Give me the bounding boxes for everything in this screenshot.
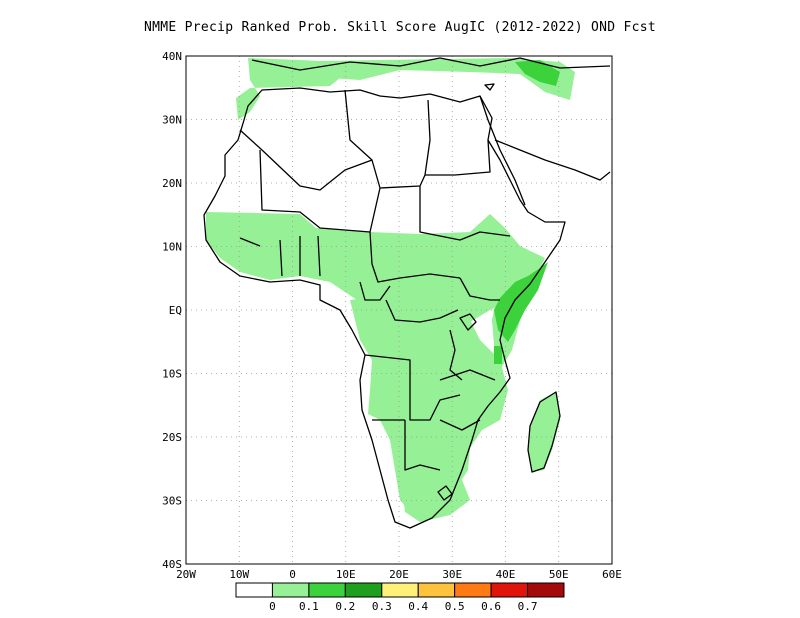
colorbar-swatch bbox=[308, 582, 346, 598]
lon-tick-label: 60E bbox=[602, 568, 622, 581]
border-11 bbox=[364, 354, 461, 421]
colorbar-swatch bbox=[490, 582, 529, 598]
lon-tick-label: 10E bbox=[336, 568, 356, 581]
border-9 bbox=[359, 281, 459, 323]
arabia-coast bbox=[494, 139, 611, 181]
border-10 bbox=[459, 277, 500, 301]
colorbar-label: 0.1 bbox=[299, 600, 319, 613]
border-4 bbox=[369, 187, 381, 233]
lon-tick-label: 20E bbox=[389, 568, 409, 581]
border-13 bbox=[404, 420, 441, 471]
lon-tick-label: 40E bbox=[496, 568, 516, 581]
border-16 bbox=[449, 329, 463, 381]
border-1 bbox=[344, 89, 431, 189]
shade-south bbox=[400, 465, 470, 522]
colorbar-swatch bbox=[271, 582, 310, 598]
colorbar: 0 0.1 0.2 0.3 0.4 0.5 0.6 0.7 bbox=[235, 582, 565, 613]
border-5 bbox=[425, 139, 491, 176]
lon-tick-label: 30E bbox=[442, 568, 462, 581]
lon-tick-label: 20W bbox=[176, 568, 196, 581]
sinai-redsea bbox=[479, 95, 526, 206]
border-8 bbox=[239, 235, 321, 277]
lat-tick-label: 40N bbox=[162, 50, 182, 63]
colorbar-swatch bbox=[344, 582, 383, 598]
chart-title: NMME Precip Ranked Prob. Skill Score Aug… bbox=[144, 20, 656, 35]
colorbar-swatch bbox=[381, 582, 419, 598]
shade-central bbox=[350, 290, 508, 512]
shade-turkey-dark bbox=[515, 60, 560, 86]
lat-tick-label: 20S bbox=[162, 431, 182, 444]
lesotho bbox=[437, 485, 453, 501]
lon-tick-label: 50E bbox=[549, 568, 569, 581]
longitude-tick-labels: 20W 10W 0 10E 20E 30E 40E 50E 60E bbox=[176, 568, 622, 581]
lat-tick-label: 30N bbox=[162, 114, 182, 127]
shade-north-coast bbox=[250, 58, 575, 100]
lat-tick-label: 10N bbox=[162, 241, 182, 254]
lat-tick-label: 30S bbox=[162, 495, 182, 508]
lat-tick-label: 10S bbox=[162, 368, 182, 381]
lat-tick-label: EQ bbox=[169, 304, 182, 317]
colorbar-label: 0.4 bbox=[408, 600, 428, 613]
colorbar-swatch bbox=[235, 582, 273, 598]
map-gridlines bbox=[186, 56, 612, 564]
shade-dark-bit bbox=[494, 346, 502, 364]
colorbar-swatch bbox=[527, 582, 565, 598]
skill-shading bbox=[206, 58, 575, 522]
lon-tick-label: 0 bbox=[289, 568, 296, 581]
border-3 bbox=[259, 149, 371, 233]
map-frame bbox=[185, 55, 613, 565]
colorbar-label: 0.7 bbox=[518, 600, 538, 613]
colorbar-label: 0.2 bbox=[335, 600, 355, 613]
africa-coastline bbox=[203, 87, 566, 529]
colorbar-label: 0.3 bbox=[372, 600, 392, 613]
country-boundaries bbox=[203, 57, 611, 529]
colorbar-swatch bbox=[417, 582, 456, 598]
border-6 bbox=[419, 186, 511, 241]
border-2 bbox=[239, 129, 373, 191]
lat-tick-label: 40S bbox=[162, 558, 182, 571]
lake-victoria bbox=[459, 313, 477, 331]
lat-tick-label: 20N bbox=[162, 177, 182, 190]
colorbar-label: 0 bbox=[269, 600, 276, 613]
colorbar-label: 0.6 bbox=[481, 600, 501, 613]
border-7 bbox=[369, 231, 461, 283]
colorbar-swatch bbox=[454, 582, 492, 598]
southern-europe bbox=[251, 57, 611, 71]
latitude-tick-labels: 40N 30N 20N 10N EQ 10S 20S 30S 40S bbox=[162, 50, 182, 571]
border-15 bbox=[439, 419, 481, 431]
colorbar-label: 0.5 bbox=[445, 600, 465, 613]
border-12 bbox=[439, 369, 496, 381]
cyprus bbox=[484, 83, 495, 91]
shade-east-africa-dark bbox=[494, 262, 548, 342]
lon-tick-label: 10W bbox=[229, 568, 249, 581]
madagascar-coast bbox=[527, 391, 561, 473]
